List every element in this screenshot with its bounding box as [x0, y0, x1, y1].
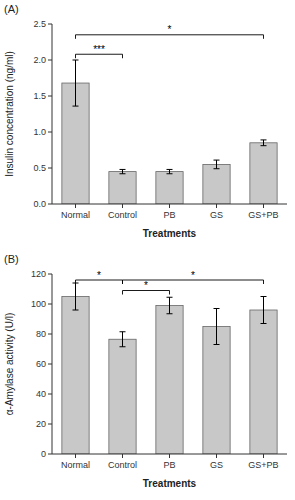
significance-bracket: [76, 35, 264, 39]
x-tick: [169, 454, 170, 458]
y-tick: [48, 334, 52, 335]
y-tick: [48, 424, 52, 425]
y-tick-label: 100: [31, 299, 46, 309]
x-tick-label: PB: [163, 210, 175, 220]
y-tick: [48, 60, 52, 61]
y-tick-label: 0: [41, 449, 46, 459]
bar: [156, 306, 183, 455]
bar: [109, 339, 136, 454]
significance-label: *: [97, 270, 101, 281]
error-bar: [261, 297, 267, 324]
x-tick: [122, 454, 123, 458]
x-tick: [216, 454, 217, 458]
bars: [62, 283, 277, 454]
x-tick: [75, 204, 76, 208]
x-tick: [169, 204, 170, 208]
x-tick-label: Control: [108, 210, 137, 220]
y-tick-label: 60: [36, 359, 46, 369]
error-bar: [120, 169, 126, 173]
significance-label: *: [144, 280, 148, 291]
x-tick: [216, 204, 217, 208]
error-bar: [214, 309, 220, 345]
y-tick: [48, 132, 52, 133]
y-tick: [48, 364, 52, 365]
significance-bracket: [76, 54, 123, 58]
bars: [62, 60, 277, 204]
x-tick-label: GS+PB: [248, 460, 278, 470]
x-tick-label: Normal: [61, 210, 90, 220]
y-tick: [48, 394, 52, 395]
y-tick-label: 80: [36, 329, 46, 339]
x-tick-label: GS: [210, 210, 223, 220]
y-tick-label: 2.5: [33, 19, 46, 29]
bar: [109, 172, 136, 204]
y-axis: [52, 24, 53, 204]
y-tick-label: 40: [36, 389, 46, 399]
figure: (A) 0.0 0.5 1.0 1.5 2.0 2.5 Normal Control PB GS GS…: [0, 0, 295, 500]
y-tick: [48, 454, 52, 455]
y-tick-label: 0.5: [33, 163, 46, 173]
error-bar: [261, 140, 267, 146]
error-bar: [214, 160, 220, 169]
y-tick: [48, 304, 52, 305]
panel: (B) 0 20 40 60 80 100 120 Normal Control PB GS GS+PB…: [4, 253, 287, 489]
panel-label: (B): [4, 253, 19, 265]
x-tick-label: Normal: [61, 460, 90, 470]
y-tick-label: 120: [31, 269, 46, 279]
significance-bracket: [123, 291, 170, 295]
y-axis-label: Insulin concentration (ng/ml): [4, 51, 15, 177]
x-tick: [75, 454, 76, 458]
x-tick-label: PB: [163, 460, 175, 470]
bar: [62, 297, 89, 455]
y-tick: [48, 274, 52, 275]
y-tick-label: 2.0: [33, 55, 46, 65]
bar: [250, 310, 277, 454]
significance-label: ***: [93, 44, 105, 55]
y-tick-label: 1.5: [33, 91, 46, 101]
x-tick: [263, 204, 264, 208]
y-tick-label: 20: [36, 419, 46, 429]
y-tick: [48, 168, 52, 169]
significance-bracket: [123, 280, 264, 284]
panel-label: (A): [4, 3, 19, 15]
y-tick: [48, 204, 52, 205]
x-tick: [122, 204, 123, 208]
bar: [203, 327, 230, 455]
error-bar: [73, 283, 79, 310]
error-bar: [167, 169, 173, 173]
x-tick-label: Control: [108, 460, 137, 470]
y-tick: [48, 24, 52, 25]
x-tick: [263, 454, 264, 458]
y-tick-label: 0.0: [33, 199, 46, 209]
y-axis-label: α-Amylase activity (U/l): [4, 313, 15, 415]
error-bar: [73, 60, 79, 106]
significance-bracket: [76, 280, 123, 284]
bar: [203, 164, 230, 204]
bar: [250, 143, 277, 204]
significance-label: *: [168, 24, 172, 35]
x-tick-label: GS+PB: [248, 210, 278, 220]
error-bar: [120, 332, 126, 347]
y-axis: [52, 274, 53, 454]
x-tick-label: GS: [210, 460, 223, 470]
y-tick-label: 1.0: [33, 127, 46, 137]
x-axis-label: Treatments: [143, 478, 197, 489]
error-bar: [167, 297, 173, 314]
y-tick: [48, 96, 52, 97]
significance-label: *: [191, 270, 195, 281]
x-axis-label: Treatments: [143, 228, 197, 239]
panel: (A) 0.0 0.5 1.0 1.5 2.0 2.5 Normal Control PB GS GS…: [4, 3, 287, 239]
bar: [156, 172, 183, 204]
